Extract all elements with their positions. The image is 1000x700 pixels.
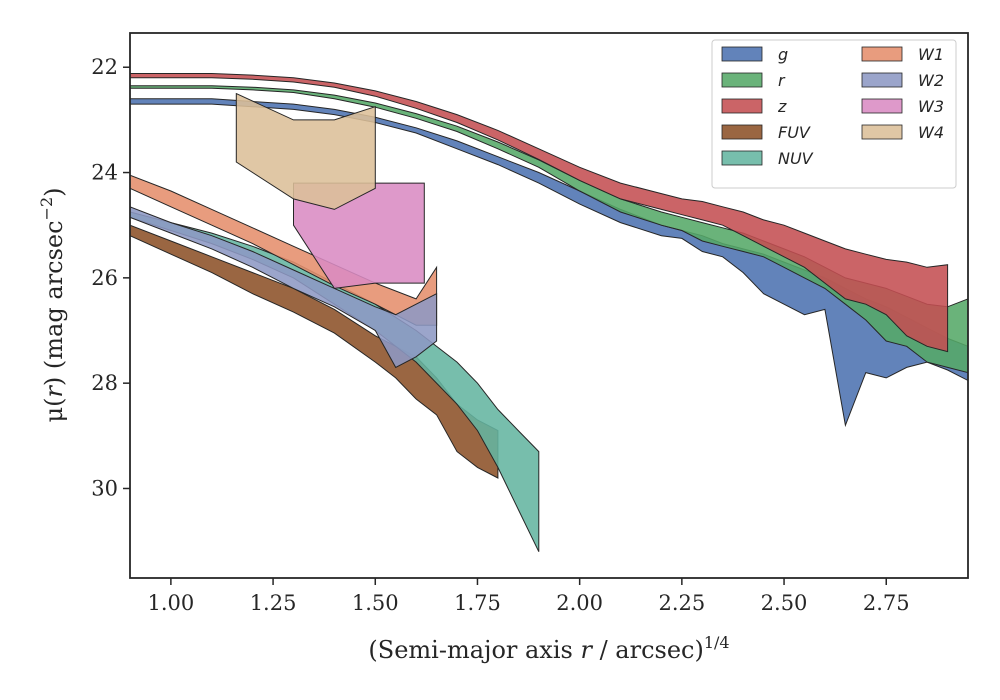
legend-swatch-fuv (721, 124, 763, 140)
series-layer (130, 73, 968, 552)
x-tick-label: 1.75 (454, 591, 501, 615)
legend-label-w1: W1 (918, 45, 944, 64)
x-tick-label: 1.25 (250, 591, 297, 615)
legend-swatch-w1 (861, 46, 903, 62)
legend-label-fuv: FUV (778, 123, 811, 142)
x-tick-label: 1.00 (147, 591, 194, 615)
y-tick-label: 28 (91, 371, 118, 395)
series-band-w2 (130, 206, 438, 369)
legend-swatch-nuv (721, 150, 763, 166)
legend-label-g: g (778, 45, 788, 64)
y-axis: 22 24 26 28 30 (91, 55, 130, 500)
legend-swatch-z (721, 98, 763, 114)
legend-label-w4: W4 (918, 123, 944, 142)
legend: grz FUV NUV W1 W2 W3 W4 (711, 39, 957, 189)
legend-swatch-w2 (861, 72, 903, 88)
legend-swatch-r (721, 72, 763, 88)
x-tick-label: 2.75 (863, 591, 910, 615)
y-tick-label: 30 (91, 476, 118, 500)
y-tick-label: 22 (91, 55, 118, 79)
legend-swatch-g (721, 46, 763, 62)
x-tick-label: 2.00 (556, 591, 603, 615)
series-band-z (130, 73, 949, 353)
x-tick-label: 2.25 (658, 591, 705, 615)
x-axis-label: (Semi-major axis r / arcsec)1/4 (368, 633, 729, 664)
series-band-r (130, 85, 968, 374)
series-band-g (130, 98, 968, 428)
series-band-fuv (130, 224, 499, 479)
legend-label-nuv: NUV (778, 149, 814, 168)
x-tick-label: 2.50 (761, 591, 808, 615)
legend-swatch-w3 (861, 98, 903, 114)
plot-frame (129, 32, 969, 579)
y-tick-label: 24 (91, 161, 118, 185)
y-tick-label: 26 (91, 266, 118, 290)
x-axis: 1.00 1.25 1.50 1.75 2.00 2.25 2.50 2.75 (147, 578, 910, 615)
y-axis-label: μ(r) (mag arcsec−2) (37, 187, 68, 422)
legend-label-z: z (777, 97, 787, 116)
x-tick-label: 1.50 (352, 591, 399, 615)
legend-swatch-w4 (861, 124, 903, 140)
legend-label-w2: W2 (918, 71, 944, 90)
legend-label-r: r (778, 71, 786, 90)
legend-label-w3: W3 (918, 97, 944, 116)
series-band-w4 (235, 92, 376, 210)
